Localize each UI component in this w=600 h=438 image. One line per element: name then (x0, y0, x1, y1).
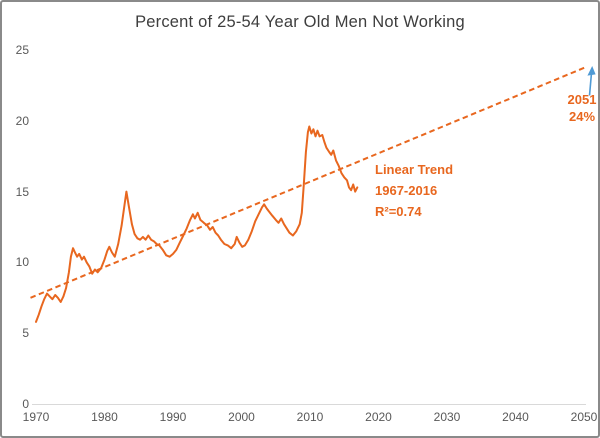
x-tick-label: 2020 (365, 410, 392, 424)
x-tick-label: 2030 (433, 410, 461, 424)
forecast-annotation: 2051 24% (563, 91, 598, 125)
forecast-arrow-icon (587, 66, 596, 96)
y-tick-label: 0 (22, 397, 29, 411)
y-tick-label: 10 (15, 255, 29, 270)
x-tick-label: 2050 (570, 410, 598, 424)
x-tick-label: 2000 (228, 410, 255, 424)
trend-annotation-line2: 1967-2016 (375, 183, 438, 198)
x-tick-label: 1980 (91, 410, 118, 424)
data-line (35, 125, 359, 323)
x-tick-label: 1990 (159, 410, 187, 424)
y-tick-label: 5 (22, 326, 29, 341)
forecast-annotation-value: 24% (568, 109, 596, 124)
trend-annotation-line1: Linear Trend (375, 162, 454, 177)
y-tick-label: 20 (15, 113, 29, 128)
y-tick-label: 15 (15, 184, 29, 199)
trend-annotation: Linear Trend 1967-2016 R²=0.74 (375, 159, 453, 222)
x-tick-label: 1970 (22, 410, 50, 424)
y-tick-label: 25 (15, 43, 29, 57)
x-tick-label: 2010 (296, 410, 324, 424)
chart-title: Percent of 25-54 Year Old Men Not Workin… (135, 13, 465, 31)
trend-annotation-line3: R²=0.74 (375, 204, 422, 219)
x-tick-label: 2040 (502, 410, 529, 424)
trend-line (30, 66, 587, 299)
forecast-annotation-year: 2051 (567, 92, 597, 107)
